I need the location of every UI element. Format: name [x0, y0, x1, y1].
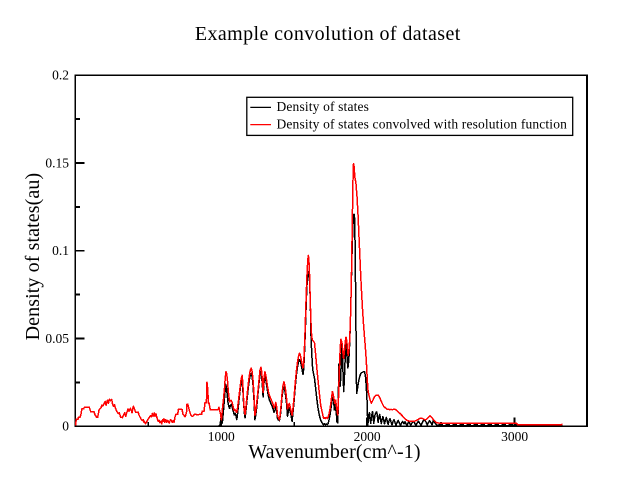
svg-text:0.1: 0.1 [52, 243, 69, 258]
svg-text:Density of states: Density of states [277, 99, 370, 114]
svg-text:0.05: 0.05 [45, 331, 69, 346]
svg-text:Wavenumber(cm^-1): Wavenumber(cm^-1) [248, 441, 420, 463]
svg-text:0.2: 0.2 [52, 68, 69, 83]
svg-text:3000: 3000 [501, 429, 528, 444]
svg-text:2000: 2000 [354, 429, 381, 444]
svg-text:0.15: 0.15 [45, 155, 69, 170]
svg-text:Density of states(au): Density of states(au) [22, 173, 44, 341]
svg-text:0: 0 [62, 419, 69, 434]
svg-text:1000: 1000 [208, 429, 235, 444]
svg-text:Density of states convolved wi: Density of states convolved with resolut… [277, 116, 568, 131]
svg-text:Example convolution of dataset: Example convolution of dataset [195, 23, 461, 45]
